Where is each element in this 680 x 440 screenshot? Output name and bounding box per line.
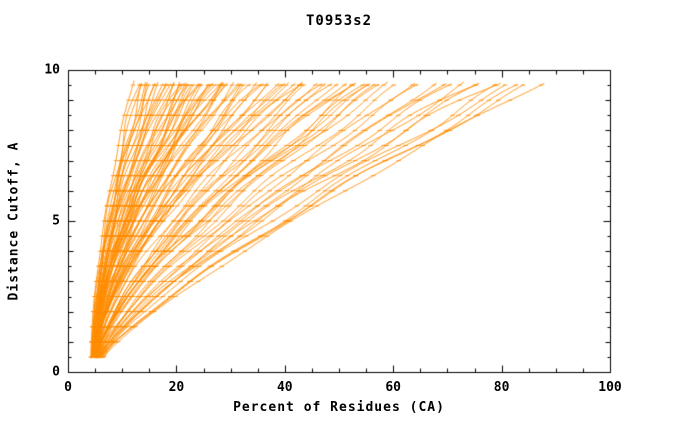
x-axis-label: Percent of Residues (CA): [233, 400, 445, 415]
y-axis-label: Distance Cutoff, A: [6, 141, 22, 301]
y-tick-label: 5: [52, 213, 60, 229]
y-tick-label: 10: [44, 62, 60, 78]
x-tick-label: 60: [385, 380, 402, 395]
x-tick-label: 80: [493, 380, 510, 395]
x-tick-label: 40: [276, 380, 293, 395]
chart-title: T0953s2: [305, 13, 373, 29]
y-tick-label: 0: [52, 364, 60, 380]
x-tick-label: 100: [598, 380, 622, 395]
x-tick-label: 20: [168, 380, 185, 395]
x-tick-label: 0: [64, 380, 72, 395]
